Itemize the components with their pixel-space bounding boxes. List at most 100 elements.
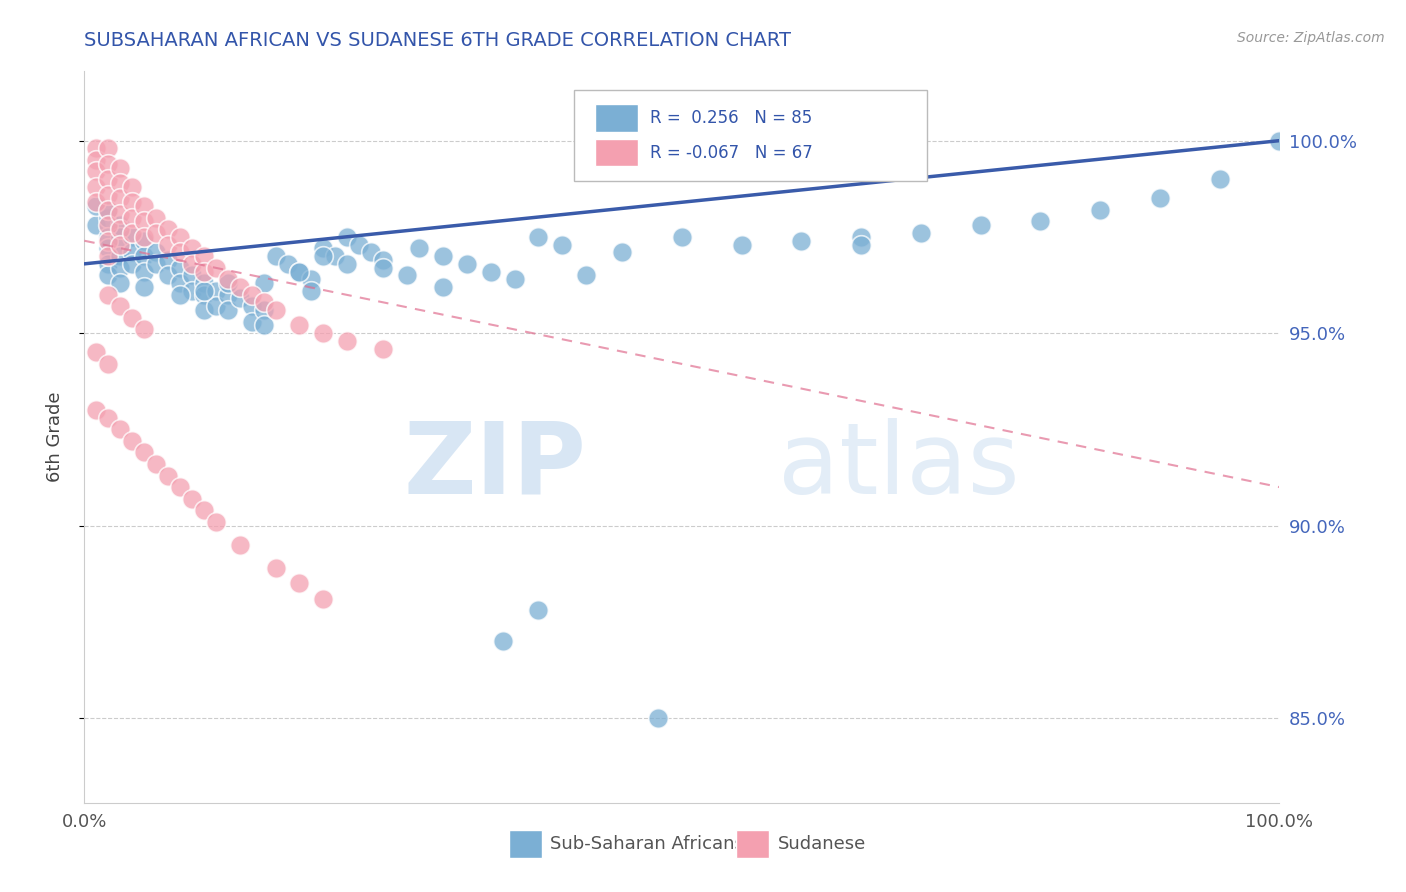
Point	[121, 310, 143, 325]
Point	[205, 515, 228, 529]
Point	[97, 410, 120, 425]
Point	[110, 207, 132, 221]
Point	[86, 141, 108, 155]
Point	[97, 157, 120, 171]
Point	[288, 264, 311, 278]
Point	[86, 345, 108, 359]
Point	[132, 264, 156, 278]
Point	[408, 242, 430, 256]
Point	[169, 245, 191, 260]
Point	[229, 280, 252, 294]
Point	[121, 226, 143, 240]
Point	[97, 141, 120, 155]
Point	[110, 176, 132, 190]
Point	[193, 503, 215, 517]
Point	[110, 237, 132, 252]
Point	[110, 219, 132, 233]
Point	[97, 202, 120, 217]
Point	[432, 280, 454, 294]
Point	[145, 257, 167, 271]
Point	[193, 284, 215, 298]
Point	[1029, 214, 1052, 228]
Bar	[509, 830, 543, 858]
Point	[575, 268, 598, 283]
Point	[97, 202, 120, 217]
Point	[110, 191, 132, 205]
Point	[373, 252, 395, 267]
Point	[169, 260, 191, 275]
Point	[325, 249, 347, 263]
Point	[181, 242, 204, 256]
Point	[97, 257, 120, 271]
Point	[790, 234, 813, 248]
Point	[503, 272, 526, 286]
Point	[145, 457, 167, 471]
Point	[157, 268, 180, 283]
Point	[205, 284, 228, 298]
Point	[301, 284, 323, 298]
Text: Source: ZipAtlas.com: Source: ZipAtlas.com	[1237, 31, 1385, 45]
Point	[145, 211, 167, 225]
Point	[110, 422, 132, 436]
Text: Sub-Saharan Africans: Sub-Saharan Africans	[551, 835, 744, 853]
Y-axis label: 6th Grade: 6th Grade	[45, 392, 63, 483]
Point	[288, 264, 311, 278]
Point	[110, 222, 132, 236]
Point	[86, 195, 108, 210]
Point	[169, 230, 191, 244]
Point	[1209, 172, 1232, 186]
Point	[181, 268, 204, 283]
Point	[110, 230, 132, 244]
Point	[145, 226, 167, 240]
FancyBboxPatch shape	[575, 90, 927, 181]
Point	[312, 249, 335, 263]
Point	[1149, 191, 1171, 205]
Point	[349, 237, 371, 252]
Point	[612, 245, 634, 260]
Point	[240, 315, 263, 329]
Point	[86, 219, 108, 233]
Point	[1268, 134, 1291, 148]
Text: Sudanese: Sudanese	[778, 835, 866, 853]
Point	[97, 268, 120, 283]
Point	[193, 249, 215, 263]
Point	[288, 576, 311, 591]
Point	[336, 334, 359, 348]
Point	[527, 603, 550, 617]
Point	[86, 179, 108, 194]
Point	[205, 299, 228, 313]
Point	[97, 357, 120, 371]
Point	[97, 242, 120, 256]
Point	[264, 249, 287, 263]
Point	[193, 276, 215, 290]
Text: SUBSAHARAN AFRICAN VS SUDANESE 6TH GRADE CORRELATION CHART: SUBSAHARAN AFRICAN VS SUDANESE 6TH GRADE…	[84, 31, 792, 50]
Point	[169, 287, 191, 301]
Point	[157, 237, 180, 252]
Point	[121, 245, 143, 260]
Point	[277, 257, 299, 271]
Point	[360, 245, 382, 260]
Point	[229, 292, 252, 306]
Point	[456, 257, 478, 271]
Bar	[595, 104, 638, 132]
Point	[97, 219, 120, 233]
Point	[492, 634, 515, 648]
Point	[193, 287, 215, 301]
Point	[970, 219, 993, 233]
Point	[181, 491, 204, 506]
Point	[312, 591, 335, 606]
Bar	[735, 830, 769, 858]
Point	[910, 226, 932, 240]
Point	[110, 260, 132, 275]
Point	[253, 303, 276, 318]
Point	[169, 480, 191, 494]
Text: atlas: atlas	[778, 417, 1019, 515]
Point	[132, 214, 156, 228]
Point	[373, 260, 395, 275]
Point	[479, 264, 502, 278]
Point	[301, 272, 323, 286]
Point	[181, 257, 204, 271]
Point	[169, 276, 191, 290]
Point	[193, 303, 215, 318]
Point	[336, 257, 359, 271]
